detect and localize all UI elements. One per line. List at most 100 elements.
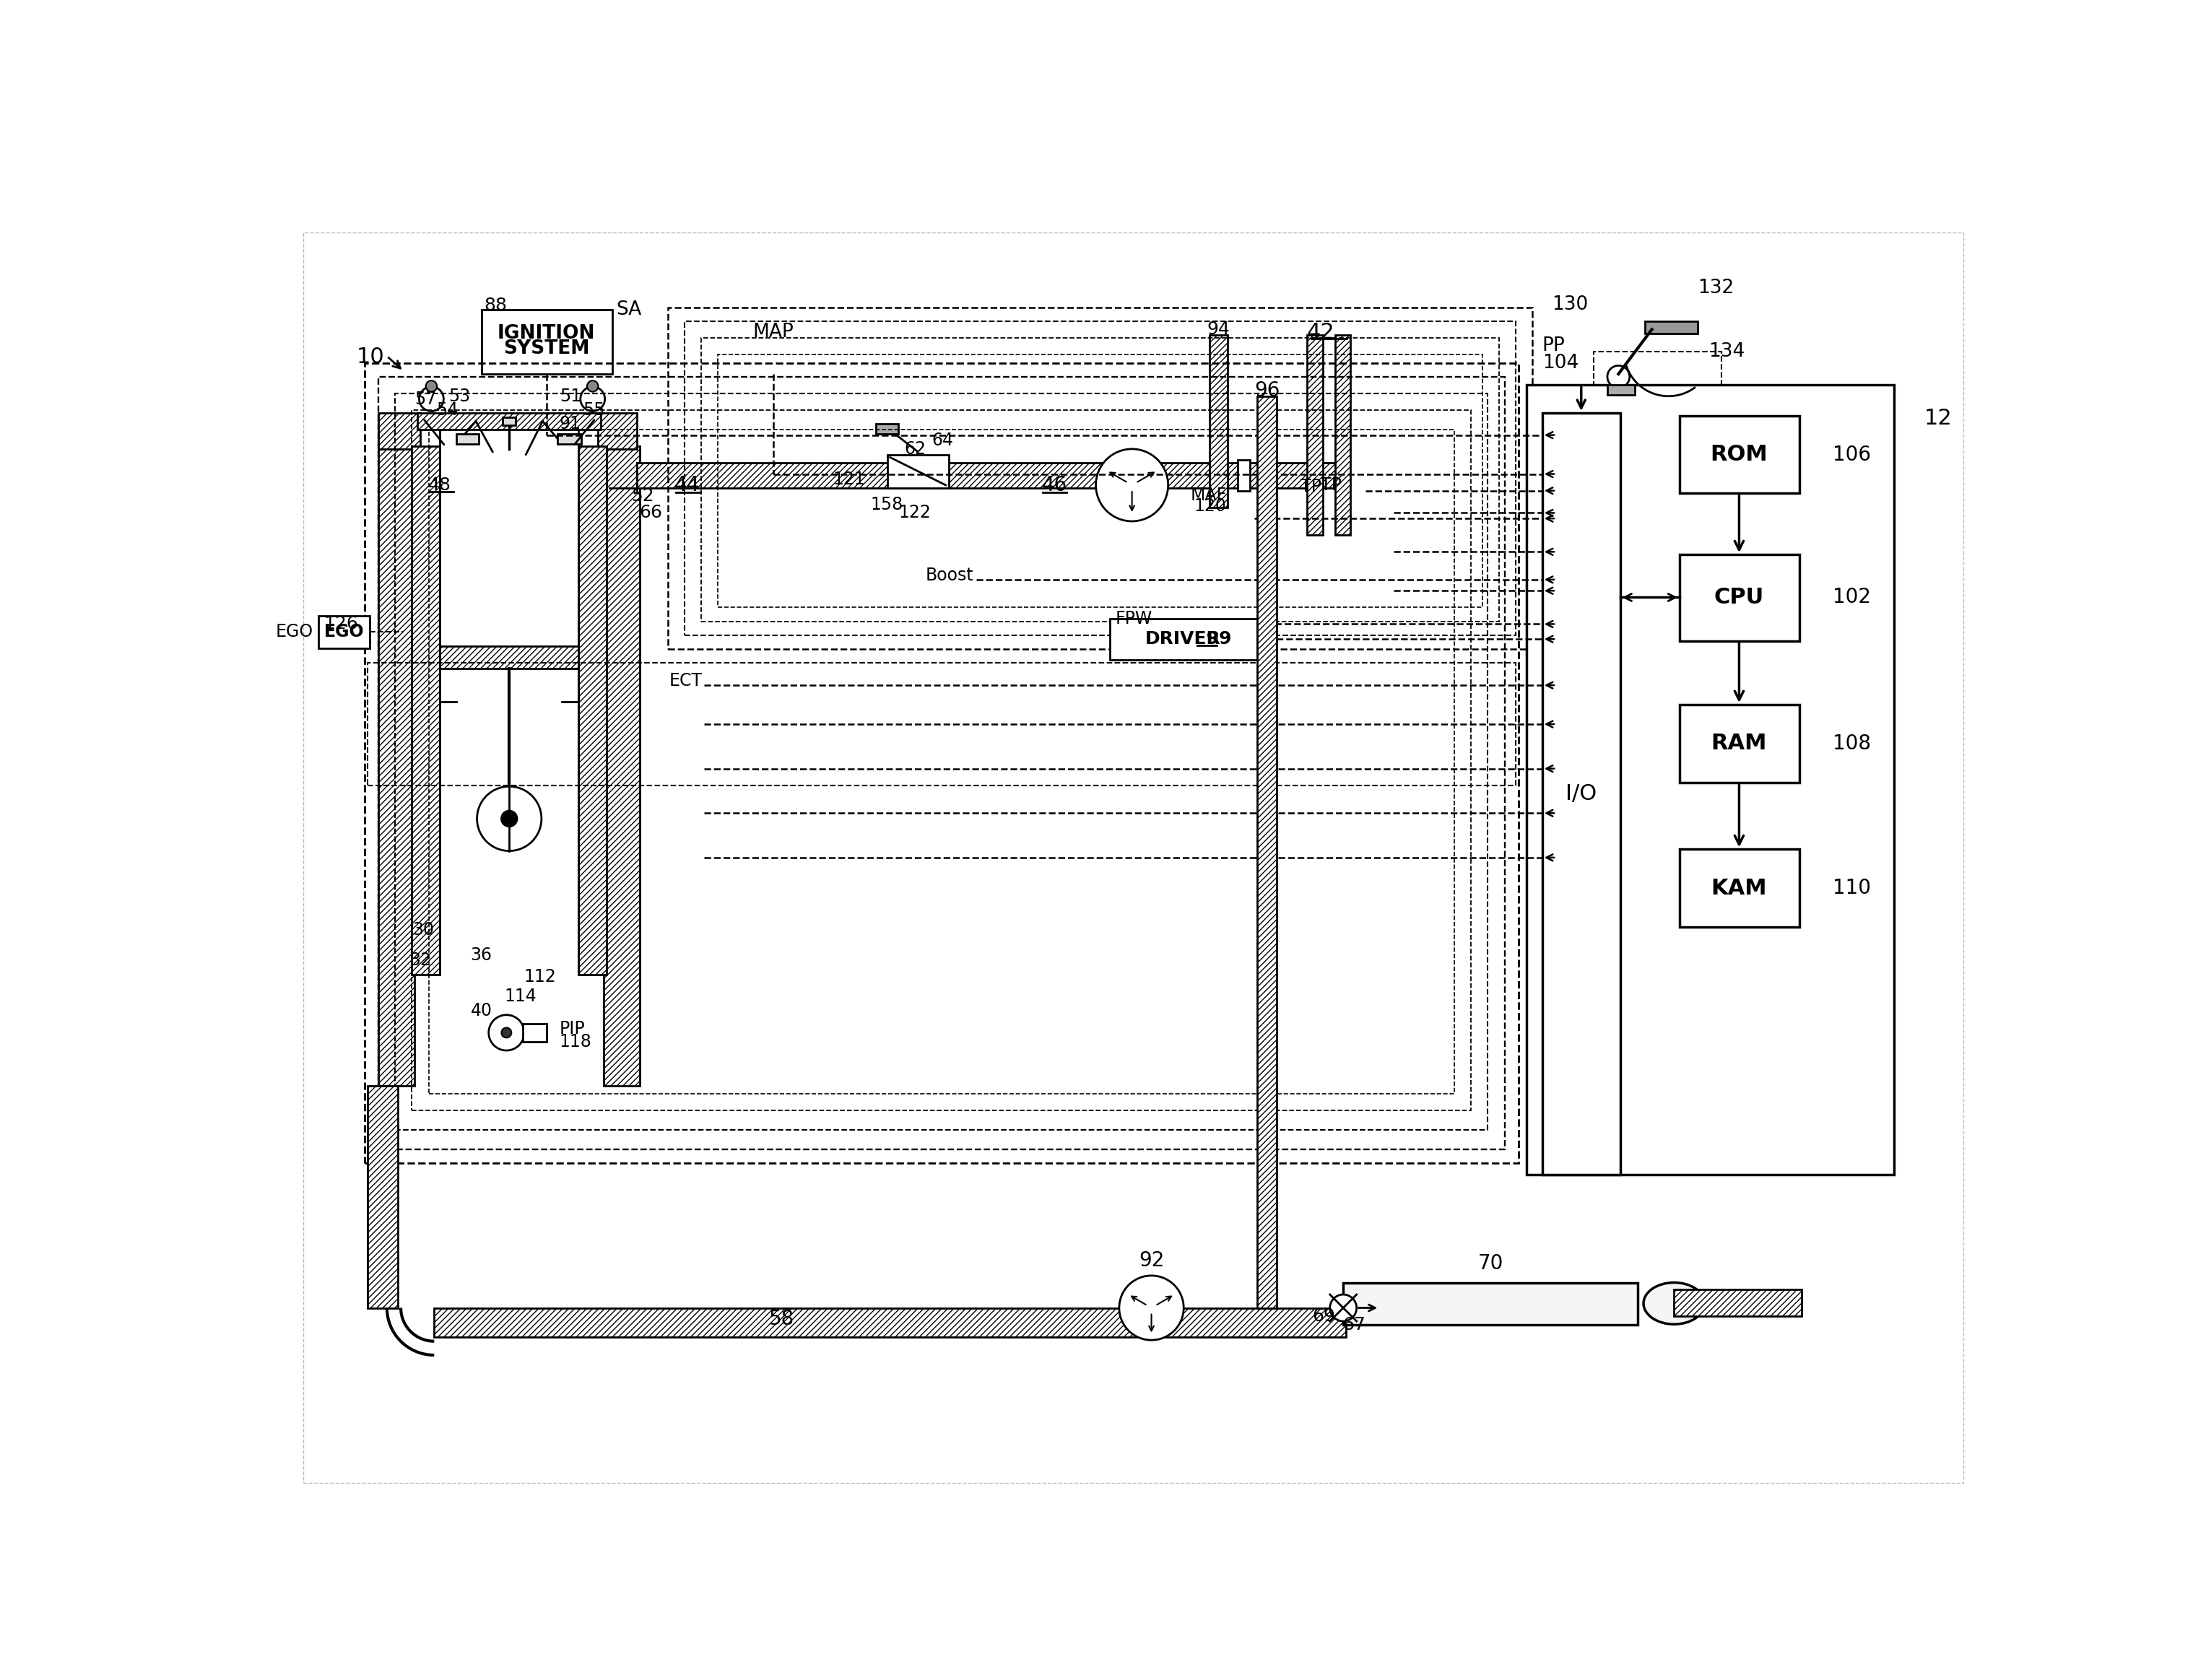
Text: 67: 67 (1343, 1315, 1366, 1334)
Circle shape (580, 386, 604, 412)
Text: 62: 62 (904, 440, 927, 457)
Bar (702, 338, 1498, 622)
Text: 51: 51 (560, 388, 580, 405)
Bar (1527, 385, 1893, 1174)
Bar (887, 455, 949, 487)
Bar (1593, 351, 1721, 449)
Bar (684, 321, 1516, 635)
Text: TP: TP (1299, 479, 1321, 496)
Text: 48: 48 (428, 477, 452, 494)
Text: 122: 122 (898, 504, 931, 521)
Text: 94: 94 (1207, 321, 1231, 338)
Text: 108: 108 (1833, 734, 1871, 754)
Circle shape (501, 811, 516, 827)
Bar (598, 413, 638, 449)
Text: 91: 91 (560, 415, 580, 433)
Text: SYSTEM: SYSTEM (503, 339, 589, 358)
Text: PIP: PIP (560, 1020, 585, 1038)
Circle shape (587, 381, 598, 391)
Bar (1209, 334, 1227, 507)
Text: 64: 64 (931, 432, 953, 449)
Bar (876, 423, 898, 433)
Circle shape (1608, 366, 1630, 388)
Bar (457, 433, 479, 444)
Text: MAP: MAP (752, 323, 794, 341)
Bar (439, 647, 578, 669)
Text: 58: 58 (770, 1309, 794, 1329)
Text: 10: 10 (355, 346, 384, 368)
Text: 121: 121 (834, 470, 865, 489)
Bar (417, 413, 600, 430)
Circle shape (1330, 1295, 1357, 1320)
Text: 126: 126 (324, 615, 360, 633)
Text: KAM: KAM (1712, 877, 1767, 899)
Text: 120: 120 (1193, 497, 1227, 514)
Text: 130: 130 (1551, 296, 1588, 314)
Text: 36: 36 (470, 946, 492, 964)
Circle shape (1118, 1275, 1185, 1341)
Text: EGO: EGO (324, 623, 364, 640)
Bar (558, 433, 580, 444)
Text: 132: 132 (1699, 279, 1734, 297)
Text: IGNITION: IGNITION (499, 324, 596, 343)
Bar (1674, 1290, 1802, 1315)
Bar (364, 363, 1518, 1163)
Bar (435, 1307, 1346, 1337)
Bar (395, 393, 1487, 1131)
Text: 40: 40 (470, 1001, 492, 1020)
Text: 69: 69 (1313, 1307, 1335, 1326)
Text: 70: 70 (1478, 1253, 1502, 1273)
Bar (503, 417, 516, 425)
Text: 99: 99 (1200, 630, 1231, 648)
Text: 66: 66 (640, 504, 662, 521)
Bar (1335, 334, 1350, 536)
Circle shape (419, 386, 443, 412)
Bar (1679, 554, 1800, 640)
Text: ROM: ROM (1710, 444, 1767, 465)
Text: 52: 52 (631, 487, 655, 506)
Bar (1679, 704, 1800, 783)
Bar (428, 430, 1454, 1094)
Text: 46: 46 (1041, 475, 1068, 496)
Text: 118: 118 (560, 1033, 591, 1050)
Text: 102: 102 (1833, 588, 1871, 608)
Bar (1257, 396, 1277, 1307)
Bar (523, 1023, 547, 1042)
Ellipse shape (1643, 1282, 1705, 1324)
Text: CPU: CPU (1714, 586, 1765, 608)
Bar (318, 617, 371, 648)
Bar (578, 447, 607, 974)
Text: 112: 112 (523, 968, 556, 986)
Text: SA: SA (615, 301, 642, 319)
Text: 96: 96 (1255, 380, 1279, 402)
Bar (413, 447, 439, 974)
Bar (1238, 460, 1251, 491)
Bar (1608, 385, 1635, 395)
Bar (1308, 334, 1324, 536)
Circle shape (490, 1015, 525, 1050)
Text: PP: PP (1542, 336, 1566, 356)
Text: 53: 53 (448, 388, 470, 405)
Text: TP: TP (1321, 477, 1341, 494)
Text: MAF: MAF (1191, 487, 1227, 504)
Bar (1343, 1284, 1637, 1324)
Text: 44: 44 (675, 475, 699, 496)
Text: 57: 57 (415, 390, 437, 408)
Text: 104: 104 (1542, 353, 1579, 373)
Text: RAM: RAM (1712, 732, 1767, 754)
Bar (379, 413, 421, 449)
Text: 134: 134 (1710, 343, 1745, 361)
Text: DRIVER: DRIVER (1145, 630, 1220, 648)
Circle shape (501, 1028, 512, 1038)
Text: Boost: Boost (924, 566, 973, 585)
Bar (638, 464, 1337, 487)
Text: 88: 88 (483, 297, 507, 314)
Bar (717, 354, 1482, 608)
Bar (1679, 415, 1800, 494)
Text: 30: 30 (413, 921, 435, 939)
Circle shape (426, 381, 437, 391)
Text: 42: 42 (1306, 323, 1335, 343)
Bar (368, 664, 1516, 785)
Bar (604, 447, 640, 1085)
Circle shape (476, 786, 540, 850)
